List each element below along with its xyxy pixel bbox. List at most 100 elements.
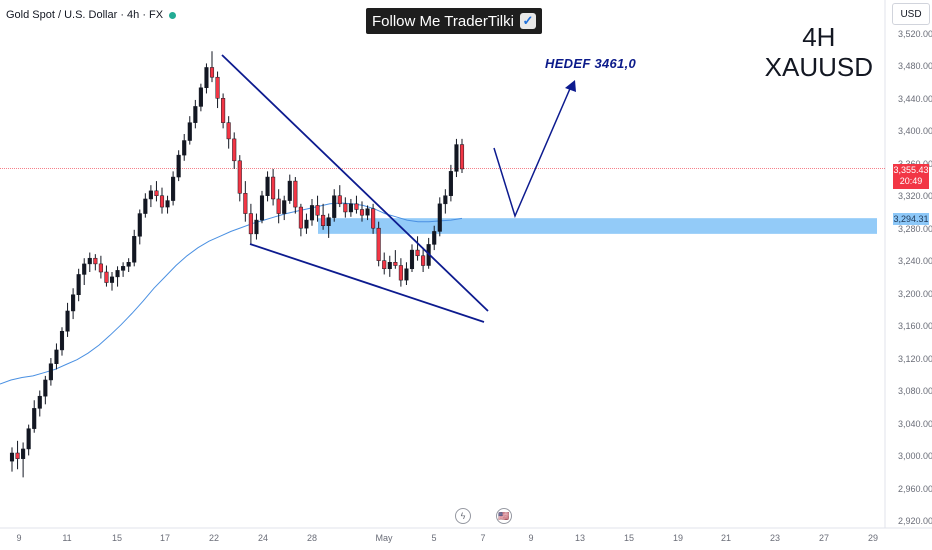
candle-down[interactable] [15,452,20,459]
candle-down[interactable] [398,265,403,281]
candle-up[interactable] [282,200,287,214]
candle-up[interactable] [387,262,392,270]
candle-up[interactable] [37,395,42,409]
candle-down[interactable] [354,203,359,210]
candle-down[interactable] [321,214,326,226]
candle-up[interactable] [348,203,353,213]
candle-down[interactable] [376,227,381,261]
projection-arrowhead [565,80,576,92]
candle-up[interactable] [48,363,53,381]
candle-down[interactable] [221,98,226,123]
candle-up[interactable] [287,180,292,201]
candle-up[interactable] [71,294,76,312]
time-axis-label: 29 [867,533,879,543]
candle-up[interactable] [9,452,15,462]
candle-up[interactable] [132,236,137,263]
candle-up[interactable] [126,262,131,267]
candle-down[interactable] [248,213,253,235]
candle-up[interactable] [332,195,337,218]
candle-up[interactable] [176,154,181,178]
candle-up[interactable] [198,87,203,107]
candle-up[interactable] [187,122,192,141]
candle-up[interactable] [309,205,315,221]
candle-up[interactable] [409,249,415,270]
candle-up[interactable] [32,408,37,429]
us-flag-event-icon[interactable]: 🇺🇸 [496,508,512,524]
candle-up[interactable] [454,144,459,172]
candle-down[interactable] [415,249,420,257]
price-axis-label: 3,400.00 [898,126,932,137]
candle-down[interactable] [104,271,109,283]
candle-down[interactable] [276,198,281,214]
candle-up[interactable] [443,195,448,205]
candle-up[interactable] [26,428,31,450]
candle-down[interactable] [343,203,348,213]
time-axis-label: 24 [257,533,269,543]
candle-up[interactable] [121,266,126,271]
candle-down[interactable] [232,138,237,162]
time-axis-label: 19 [672,533,684,543]
candle-up[interactable] [137,213,142,237]
candle-down[interactable] [154,190,159,196]
candle-down[interactable] [237,160,242,194]
candle-down[interactable] [215,76,220,99]
candle-up[interactable] [87,257,92,265]
candle-up[interactable] [404,268,409,281]
wedge-upper-trendline[interactable] [221,54,489,312]
candle-down[interactable] [293,180,298,208]
candle-down[interactable] [393,262,398,266]
price-axis-label: 3,480.00 [898,61,932,72]
candle-down[interactable] [421,255,426,266]
candle-up[interactable] [165,200,170,208]
candle-up[interactable] [265,176,270,196]
candle-up[interactable] [65,310,70,332]
candle-up[interactable] [182,140,187,156]
flash-event-icon[interactable]: ϟ [455,508,471,524]
candle-down[interactable] [315,205,320,216]
projection-path[interactable] [493,83,573,219]
candle-up[interactable] [259,195,265,221]
candle-up[interactable] [254,219,259,235]
candle-down[interactable] [371,208,376,229]
zone-price-tag: 3,294.31 [893,213,929,225]
candle-down[interactable] [337,195,342,205]
candle-down[interactable] [159,195,165,208]
candle-down[interactable] [243,193,248,214]
candle-up[interactable] [304,219,309,229]
candle-up[interactable] [432,231,437,245]
candle-down[interactable] [271,176,276,200]
candle-up[interactable] [365,208,370,216]
candle-down[interactable] [359,209,365,216]
candle-up[interactable] [193,106,198,123]
candle-up[interactable] [54,349,59,364]
candle-up[interactable] [76,274,81,295]
candle-up[interactable] [204,67,209,89]
price-axis-label: 3,080.00 [898,386,932,397]
candle-up[interactable] [143,198,148,214]
candle-up[interactable] [115,270,120,278]
candle-up[interactable] [21,448,26,459]
support-zone[interactable] [318,218,877,234]
price-axis-label: 3,360.00 [898,159,932,169]
candle-up[interactable] [448,171,453,196]
candle-up[interactable] [437,203,442,232]
candle-down[interactable] [382,260,387,270]
candle-up[interactable] [59,331,65,351]
current-price-tag: 3,355.43 20:49 [893,164,929,189]
candle-up[interactable] [148,190,153,200]
wedge-lower-trendline[interactable] [249,243,485,323]
candle-down[interactable] [298,206,303,229]
candle-down[interactable] [209,67,215,78]
candle-down[interactable] [459,144,465,170]
candle-down[interactable] [226,122,231,140]
candle-up[interactable] [82,263,87,275]
candle-up[interactable] [171,176,176,201]
symbol-header[interactable]: Gold Spot / U.S. Dollar · 4h · FX [6,9,177,21]
candle-up[interactable] [326,217,331,226]
candle-down[interactable] [98,263,103,273]
currency-button[interactable]: USD [892,3,930,25]
candle-up[interactable] [109,276,115,283]
candle-up[interactable] [43,379,48,397]
candle-down[interactable] [93,257,98,265]
